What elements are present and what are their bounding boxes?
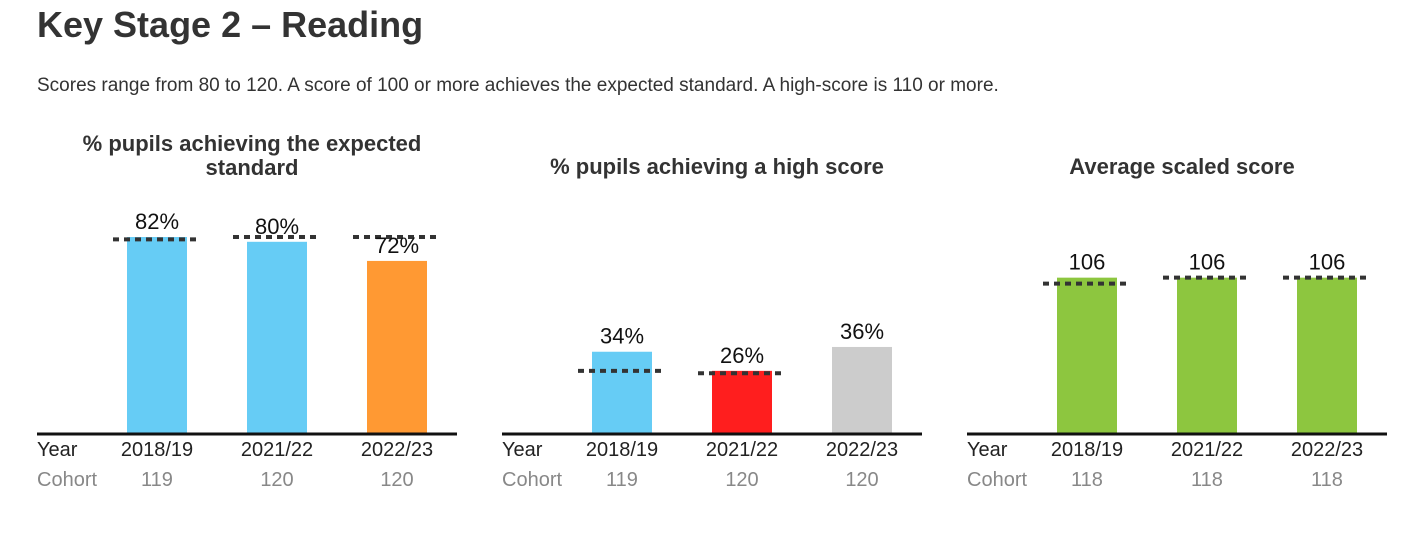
cohort-value: 119: [141, 469, 173, 491]
bar-value-label: 72%: [375, 233, 419, 258]
cohort-value: 120: [380, 469, 414, 491]
year-label: 2018/19: [120, 439, 194, 461]
year-label: 2021/22: [1170, 439, 1244, 461]
bar: [1297, 277, 1357, 433]
chart-title-line: Average scaled score: [1069, 154, 1295, 179]
cohort-row-label: Cohort: [967, 469, 1028, 491]
bar-value-label: 82%: [135, 209, 179, 234]
cohort-row-label: Cohort: [37, 469, 98, 491]
year-label: 2022/23: [1290, 439, 1364, 461]
bar-value-label: 36%: [840, 319, 884, 344]
bar-value-label: 106: [1309, 250, 1346, 275]
bar: [592, 351, 652, 433]
cohort-value: 120: [260, 469, 294, 491]
bar: [712, 370, 772, 433]
bar: [127, 237, 187, 433]
bar: [247, 241, 307, 433]
chart-title: % pupils achieving a high score: [502, 155, 932, 179]
cohort-value: 119: [606, 469, 638, 491]
bar: [367, 260, 427, 433]
year-label: 2018/19: [1050, 439, 1124, 461]
year-label: 2021/22: [705, 439, 779, 461]
chart-panel-average-scaled-score: Average scaled score 106 106 106 Year Coho…: [967, 124, 1397, 504]
chart-plot: 82% 80% 72%: [37, 209, 457, 436]
year-label: 2022/23: [360, 439, 434, 461]
chart-title: % pupils achieving the expected standard: [37, 132, 467, 180]
bar: [1057, 277, 1117, 433]
page-title: Key Stage 2 – Reading: [37, 4, 424, 45]
year-label: 2022/23: [825, 439, 899, 461]
chart-title-line: % pupils achieving the expected: [82, 131, 422, 156]
year-row-label: Year: [967, 439, 1008, 461]
chart-title-line: standard: [205, 155, 299, 180]
chart-title-line: % pupils achieving a high score: [550, 154, 884, 179]
cohort-value: 120: [845, 469, 879, 491]
bar: [1177, 277, 1237, 433]
cohort-row-label: Cohort: [502, 469, 563, 491]
bar-value-label: 26%: [720, 343, 764, 368]
year-label: 2021/22: [240, 439, 314, 461]
bar-value-label: 34%: [600, 324, 644, 349]
chart-plot: 106 106 106: [967, 250, 1387, 436]
cohort-value: 118: [1071, 469, 1103, 491]
page-subtitle: Scores range from 80 to 120. A score of …: [37, 75, 999, 96]
chart-panel-high-score: % pupils achieving a high score 34% 26% 36…: [502, 124, 932, 504]
cohort-value: 118: [1191, 469, 1223, 491]
bar-value-label: 106: [1189, 250, 1226, 275]
year-row-label: Year: [37, 439, 78, 461]
year-row-label: Year: [502, 439, 543, 461]
bar-value-label: 80%: [255, 214, 299, 239]
chart-plot: 34% 26% 36%: [502, 319, 922, 436]
cohort-value: 118: [1311, 469, 1343, 491]
year-label: 2018/19: [585, 439, 659, 461]
bar-value-label: 106: [1069, 250, 1106, 275]
chart-title: Average scaled score: [967, 155, 1397, 179]
chart-panel-expected-standard: % pupils achieving the expected standard…: [37, 124, 467, 504]
cohort-value: 120: [725, 469, 759, 491]
bar: [832, 346, 892, 433]
